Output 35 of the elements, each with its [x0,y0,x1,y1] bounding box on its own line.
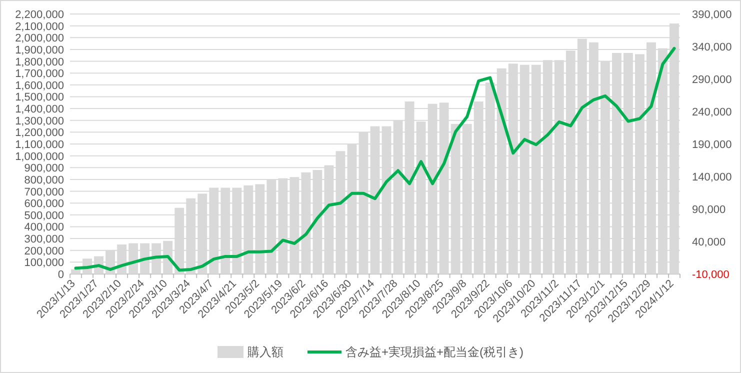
y2-tick-label: 190,000 [692,139,732,151]
y-tick-label: 1,800,000 [15,56,64,68]
y-tick-label: 1,900,000 [15,44,64,56]
y-tick-label: 500,000 [24,210,64,222]
y-tick-label: 0 [58,269,64,281]
y-tick-label: 1,100,000 [15,139,64,151]
legend-label: 購入額 [247,345,284,359]
legend-label: 含み益+実現損益+配当金(税引き) [345,345,524,359]
y-tick-label: 1,400,000 [15,104,64,116]
y2-tick-label: 390,000 [692,9,732,21]
y-tick-label: 600,000 [24,198,64,210]
y-tick-label: 200,000 [24,245,64,258]
y-tick-label: 800,000 [24,174,64,186]
y-tick-label: 1,600,000 [15,80,64,92]
y-tick-label: 900,000 [24,162,64,175]
bar [71,269,80,274]
y-tick-label: 100,000 [24,257,64,270]
y-tick-label: 400,000 [24,222,64,234]
y2-tick-label: 290,000 [692,74,732,86]
y2-tick-label: 90,000 [692,204,726,216]
y2-tick-label: 140,000 [692,172,732,184]
y-tick-label: 2,000,000 [15,32,64,45]
y-tick-label: 1,000,000 [15,150,64,163]
y2-tick-label: -10,000 [692,269,730,281]
y-tick-label: 1,300,000 [15,115,64,128]
y2-tick-label: 340,000 [692,42,732,54]
y-tick-label: 2,100,000 [15,20,64,33]
y-tick-label: 1,200,000 [15,127,64,140]
y2-tick-label: 40,000 [692,236,726,248]
y-tick-label: 1,700,000 [15,68,64,80]
y-tick-label: 2,200,000 [15,9,64,21]
y2-tick-label: 240,000 [692,106,732,118]
y-tick-label: 300,000 [24,234,64,246]
y-tick-label: 700,000 [24,186,64,198]
y-tick-label: 1,500,000 [15,92,64,104]
